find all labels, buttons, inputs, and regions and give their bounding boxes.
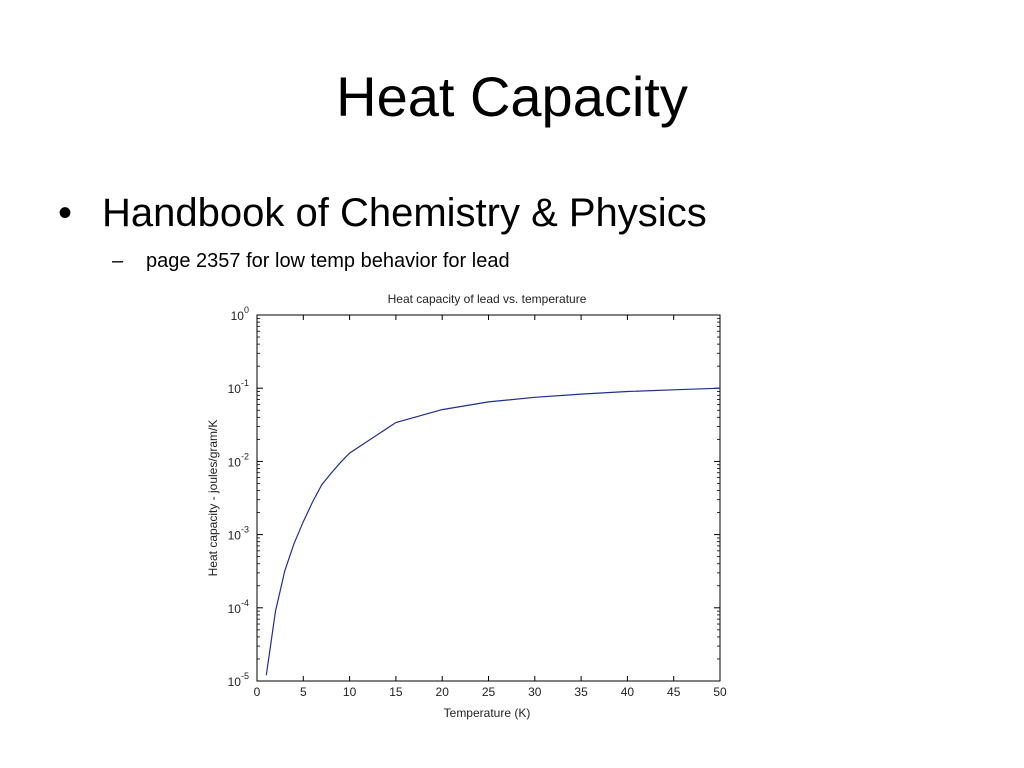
sub-bullet-item: – page 2357 for low temp behavior for lea… xyxy=(112,248,510,274)
y-tick-label-exponent: 0 xyxy=(244,305,249,315)
x-tick-label: 25 xyxy=(482,685,496,699)
series-line xyxy=(265,387,721,676)
y-tick-label: 10-3 xyxy=(228,525,249,543)
y-tick-label-base: 10 xyxy=(228,529,242,543)
y-tick-label-exponent: -4 xyxy=(241,598,249,608)
x-tick-label: 5 xyxy=(300,685,307,699)
x-tick-label: 20 xyxy=(436,685,450,699)
plot-frame xyxy=(256,314,721,682)
y-tick-label-exponent: -2 xyxy=(241,451,249,461)
bullet-marker: • xyxy=(58,191,73,235)
chart-title: Heat capacity of lead vs. temperature xyxy=(388,292,587,306)
y-tick-label: 10-5 xyxy=(228,671,249,689)
y-tick-label-exponent: -3 xyxy=(241,525,249,535)
y-tick-label-base: 10 xyxy=(228,675,242,689)
y-tick-label-base: 10 xyxy=(231,309,245,323)
y-tick-label-exponent: -5 xyxy=(241,671,249,681)
bullet-text: Handbook of Chemistry & Physics xyxy=(102,191,707,235)
bullet-item: • Handbook of Chemistry & Physics xyxy=(58,188,707,238)
sub-bullet-marker: – xyxy=(112,250,124,272)
y-tick-label-exponent: -1 xyxy=(241,378,249,388)
x-tick-label: 35 xyxy=(574,685,588,699)
x-tick-label: 40 xyxy=(621,685,635,699)
x-tick-label: 45 xyxy=(667,685,681,699)
y-tick-label-base: 10 xyxy=(228,602,242,616)
x-axis-label: Temperature (K) xyxy=(444,706,531,720)
x-tick-label: 50 xyxy=(713,685,727,699)
y-axis-label: Heat capacity - joules/gram/K xyxy=(206,420,220,577)
y-tick-label-base: 10 xyxy=(228,455,242,469)
x-tick-label: 10 xyxy=(343,685,357,699)
y-tick-label: 10-1 xyxy=(228,378,249,396)
sub-bullet-text: page 2357 for low temp behavior for lead xyxy=(146,250,510,272)
y-tick-label-base: 10 xyxy=(228,382,242,396)
x-tick-label: 15 xyxy=(389,685,403,699)
heat-capacity-chart: Heat capacity of lead vs. temperature 0 5… xyxy=(206,292,727,720)
x-axis-ticks: 0 5 10 15 20 25 30 35 40 45 50 xyxy=(254,315,727,699)
y-tick-label: 10-4 xyxy=(228,598,249,616)
y-tick-label: 10-2 xyxy=(228,451,249,469)
slide-title: Heat Capacity xyxy=(336,65,688,128)
x-tick-label: 30 xyxy=(528,685,542,699)
x-tick-label: 0 xyxy=(254,685,261,699)
y-tick-label: 100 xyxy=(231,305,249,323)
